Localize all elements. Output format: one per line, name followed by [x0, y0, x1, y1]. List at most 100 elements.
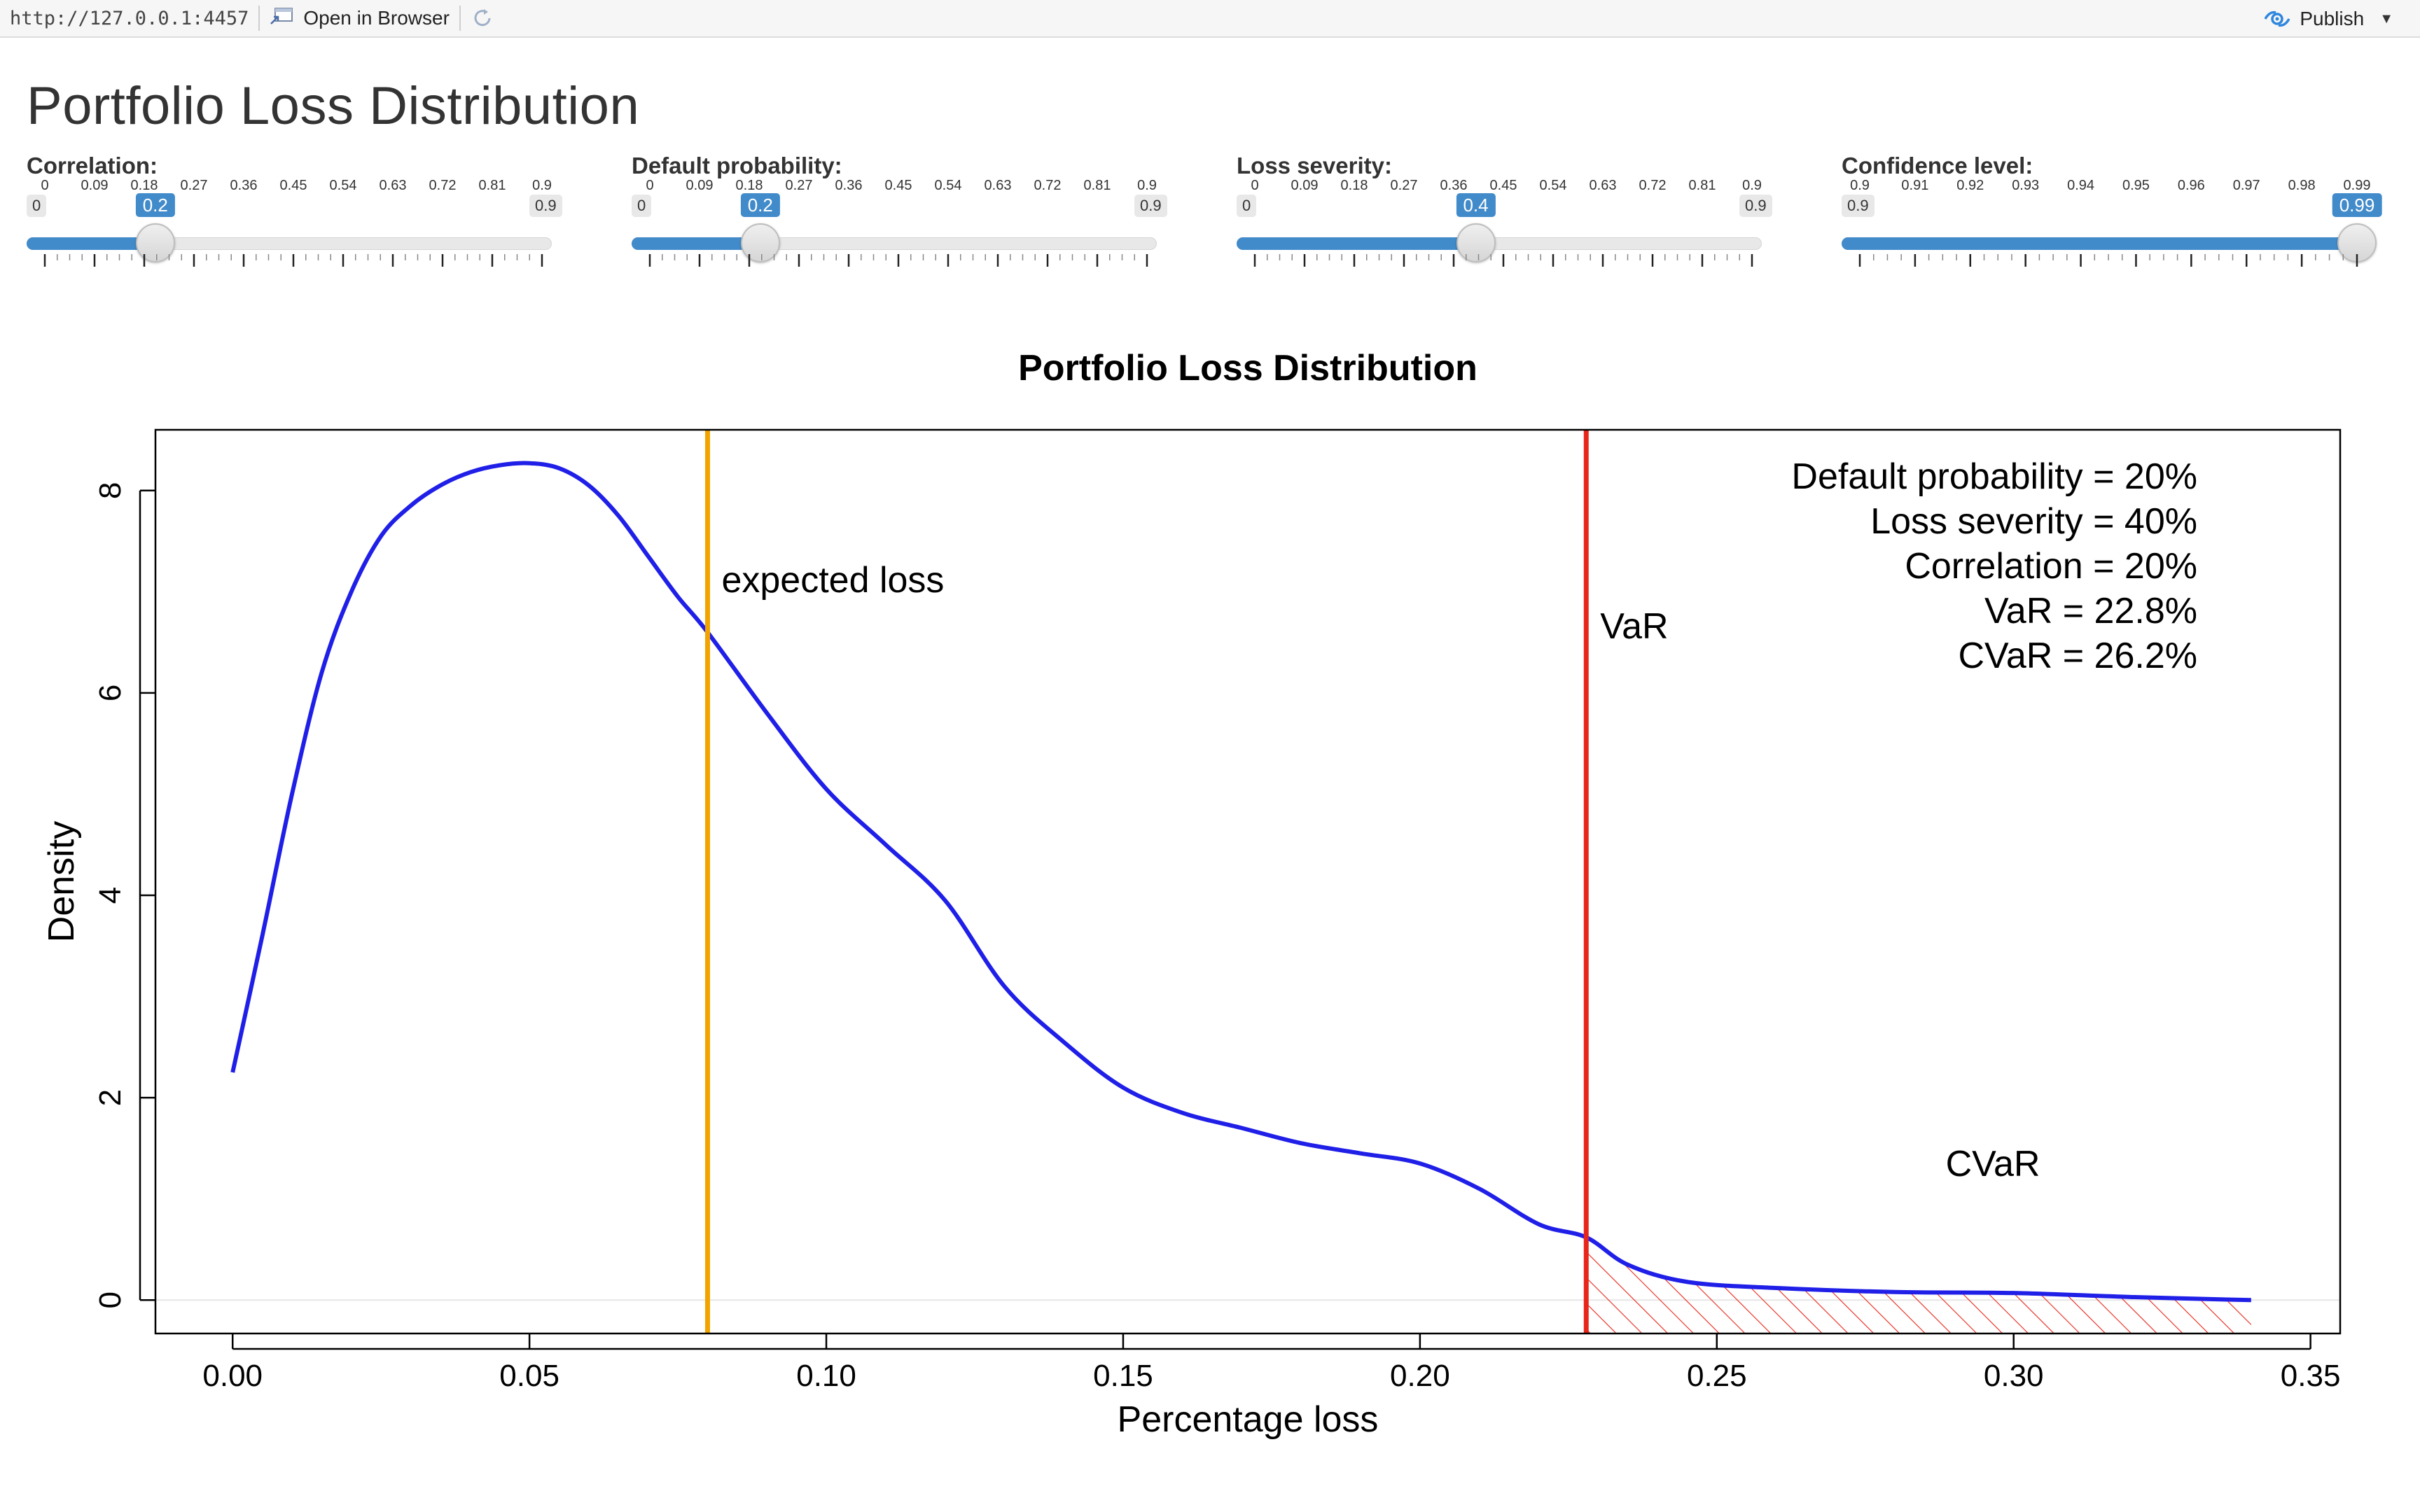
- slider-tick-label: 0.9: [532, 178, 552, 193]
- plot-frame: [154, 428, 2342, 1335]
- slider-tick-label: 0.63: [379, 178, 407, 193]
- slider-tick-label: 0.09: [1291, 178, 1319, 193]
- slider-ticks: [43, 254, 543, 267]
- slider-tick-label: 0.92: [1956, 178, 1984, 193]
- slider-tick-label: 0.09: [81, 178, 109, 193]
- page-title: Portfolio Loss Distribution: [27, 76, 640, 136]
- cvar-hatched-region: [1586, 1237, 2251, 1334]
- slider-correlation[interactable]: Correlation: 0 0.9 0.2 0 0.09 0.18 0.27 0.36 0.45…: [27, 153, 562, 300]
- slider-confidence-level[interactable]: Confidence level: 0.9 0.99 0.9 0.91 0.92 0.93 0…: [1842, 153, 2382, 300]
- slider-tick-label: 0.81: [478, 178, 506, 193]
- y-tick-label: 2: [93, 1089, 127, 1106]
- slider-tick-label: 0.9: [1137, 178, 1157, 193]
- stats-annotation: Loss severity = 40%: [1870, 501, 2197, 542]
- chart-title: Portfolio Loss Distribution: [1018, 348, 1477, 388]
- open-in-browser-button[interactable]: Open in Browser: [270, 7, 450, 30]
- slider-max-label: 0.9: [1739, 195, 1772, 217]
- y-tick-label: 4: [93, 887, 127, 904]
- slider-tick-label: 0.81: [1688, 178, 1716, 193]
- slider-tick-label: 0.27: [785, 178, 813, 193]
- slider-handle[interactable]: [740, 223, 780, 262]
- chevron-down-icon[interactable]: ▼: [2379, 10, 2393, 27]
- slider-tick-label: 0.54: [934, 178, 962, 193]
- slider-tick-label: 0.91: [1901, 178, 1929, 193]
- publish-button[interactable]: Publish ▼: [2263, 0, 2393, 38]
- slider-fill: [27, 237, 155, 250]
- slider-tick-label: 0.9: [1850, 178, 1870, 193]
- slider-fill: [1237, 237, 1476, 250]
- slider-fill: [1842, 237, 2357, 250]
- slider-tick-label: 0.18: [1340, 178, 1368, 193]
- slider-tick-label: 0.81: [1083, 178, 1111, 193]
- publish-label: Publish: [2300, 8, 2365, 29]
- slider-tick-label: 0: [646, 178, 654, 193]
- slider-max-label: 0.9: [529, 195, 562, 217]
- x-tick-label: 0.05: [499, 1359, 559, 1393]
- slider-ticks: [1253, 254, 1753, 267]
- stats-annotation: CVaR = 26.2%: [1958, 636, 2197, 676]
- slider-value-label: 0.2: [740, 193, 780, 217]
- slider-tick-label: 0.36: [230, 178, 258, 193]
- toolbar-divider: [258, 6, 260, 31]
- y-tick-label: 8: [93, 482, 127, 498]
- slider-fill: [632, 237, 760, 250]
- slider-max-label: 0.9: [1134, 195, 1167, 217]
- refresh-icon[interactable]: [471, 6, 494, 30]
- toolbar-divider: [459, 6, 461, 31]
- expected-loss-label: expected loss: [721, 560, 944, 601]
- stats-annotation: Default probability = 20%: [1791, 456, 2197, 497]
- x-tick-label: 0.35: [2281, 1359, 2341, 1393]
- var-label: VaR: [1600, 606, 1668, 647]
- slider-tick-label: 0.95: [2122, 178, 2150, 193]
- open-in-browser-label: Open in Browser: [303, 7, 450, 29]
- slider-value-label: 0.2: [135, 193, 175, 217]
- slider-min-label: 0: [27, 195, 47, 217]
- slider-tick-label: 0.72: [1639, 178, 1667, 193]
- slider-min-label: 0: [632, 195, 652, 217]
- slider-value-label: 0.4: [1456, 193, 1496, 217]
- slider-tick-label: 0.45: [279, 178, 307, 193]
- viewer-toolbar: http://127.0.0.1:4457 Open in Browser: [0, 0, 2420, 38]
- slider-label: Correlation:: [27, 153, 158, 178]
- y-tick-label: 6: [93, 685, 127, 701]
- viewer-url: http://127.0.0.1:4457: [10, 7, 249, 29]
- slider-tick-label: 0.45: [884, 178, 912, 193]
- slider-min-label: 0: [1237, 195, 1257, 217]
- slider-tick-label: 0.54: [329, 178, 357, 193]
- stats-annotation: VaR = 22.8%: [1984, 591, 2197, 631]
- slider-label: Default probability:: [632, 153, 842, 178]
- slider-tick-label: 0.36: [835, 178, 863, 193]
- slider-handle[interactable]: [1456, 223, 1496, 262]
- x-tick-label: 0.20: [1390, 1359, 1450, 1393]
- slider-tick-label: 0.94: [2067, 178, 2095, 193]
- slider-ticks: [648, 254, 1148, 267]
- cvar-label: CVaR: [1946, 1144, 2040, 1184]
- slider-tick-label: 0.72: [1034, 178, 1062, 193]
- slider-tick-label: 0.9: [1742, 178, 1762, 193]
- loss-density-chart: Portfolio Loss Distribution expected loss…: [41, 348, 2342, 1440]
- slider-tick-label: 0: [1251, 178, 1259, 193]
- slider-tick-label: 0.18: [130, 178, 158, 193]
- slider-tick-label: 0.54: [1539, 178, 1567, 193]
- slider-tick-label: 0.96: [2177, 178, 2205, 193]
- slider-tick-label: 0.63: [984, 178, 1012, 193]
- slider-min-label: 0.9: [1842, 195, 1875, 217]
- x-tick-label: 0.10: [796, 1359, 856, 1393]
- stats-annotation: Correlation = 20%: [1905, 546, 2197, 587]
- slider-tick-label: 0.27: [1390, 178, 1418, 193]
- slider-tick-label: 0.63: [1589, 178, 1617, 193]
- slider-value-label: 0.99: [2332, 193, 2382, 217]
- slider-tick-label: 0.93: [2012, 178, 2040, 193]
- slider-handle[interactable]: [135, 223, 175, 262]
- slider-ticks: [1858, 254, 2358, 267]
- slider-default-probability[interactable]: Default probability: 0 0.9 0.2 0 0.09 0.18 0.27…: [632, 153, 1167, 300]
- slider-tick-label: 0.98: [2288, 178, 2316, 193]
- slider-tick-label: 0.09: [686, 178, 714, 193]
- slider-tick-label: 0.27: [180, 178, 208, 193]
- publish-icon: [2263, 8, 2291, 29]
- slider-tick-label: 0.72: [429, 178, 457, 193]
- slider-tick-label: 0.97: [2232, 178, 2260, 193]
- slider-loss-severity[interactable]: Loss severity: 0 0.9 0.4 0 0.09 0.18 0.27 0.36 0.…: [1237, 153, 1772, 300]
- y-axis-label: Density: [41, 821, 82, 942]
- slider-tick-label: 0.36: [1440, 178, 1468, 193]
